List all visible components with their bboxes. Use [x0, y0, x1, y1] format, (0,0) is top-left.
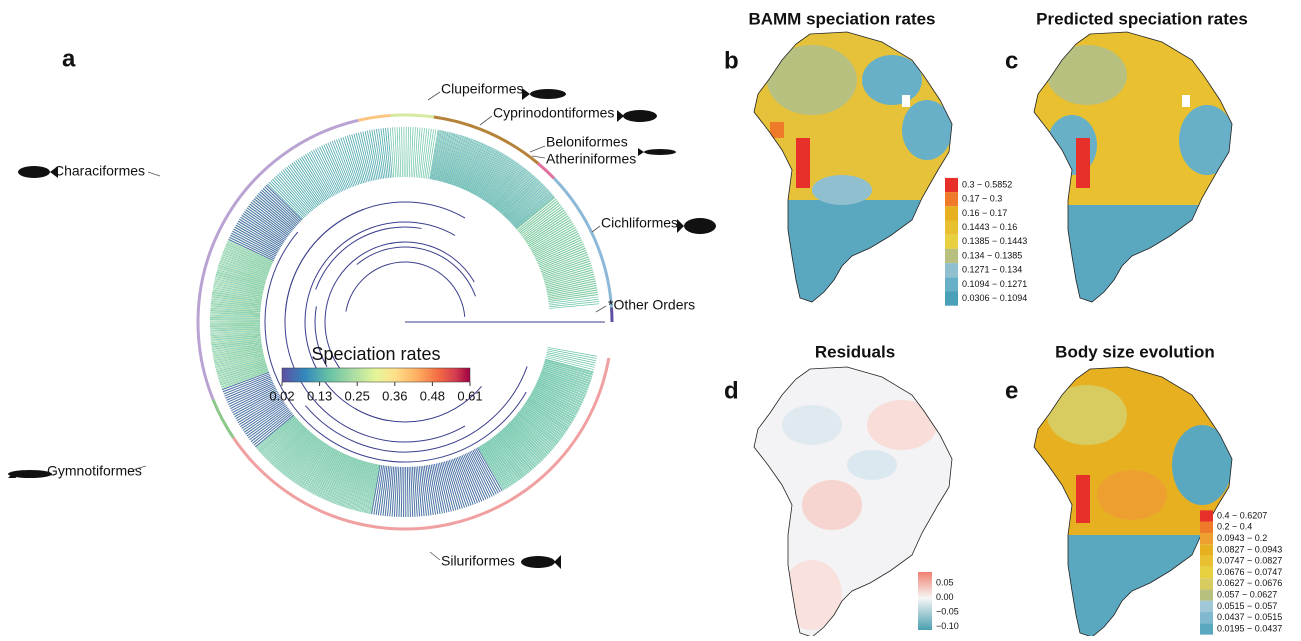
legend-swatch	[945, 277, 958, 291]
colorbar-tick-label: −0.10	[936, 621, 959, 631]
colorbar-tick-label: 0.36	[382, 388, 407, 403]
colorbar	[918, 572, 932, 630]
clade-label: Gymnotiformes	[47, 463, 142, 479]
legend-swatch	[945, 178, 958, 192]
legend-swatch	[1200, 510, 1213, 521]
legend-swatch	[1200, 522, 1213, 533]
branch	[357, 247, 476, 296]
colorbar-tick-label: 0.02	[269, 388, 294, 403]
legend-swatch	[945, 221, 958, 235]
clade-label: Siluriformes	[441, 553, 515, 569]
panel-letter: a	[62, 45, 76, 72]
legend-swatch	[1200, 533, 1213, 544]
panel-letter: e	[1005, 377, 1018, 404]
legend-label: 0.0827 − 0.0943	[1217, 544, 1282, 554]
legend-swatch	[945, 206, 958, 220]
panel-letter: d	[724, 377, 739, 404]
legend-label: 0.16 − 0.17	[962, 208, 1007, 218]
tip-band	[375, 469, 490, 492]
legend-label: 0.057 − 0.0627	[1217, 589, 1277, 599]
legend-swatch	[945, 249, 958, 263]
clade-label: Clupeiformes	[441, 81, 523, 97]
legend-label: 0.0437 − 0.0515	[1217, 612, 1282, 622]
legend-swatch	[1200, 612, 1213, 623]
legend-swatch	[1200, 601, 1213, 612]
legend-label: 0.0627 − 0.0676	[1217, 578, 1282, 588]
legend-swatch	[945, 263, 958, 277]
clade-ring	[358, 116, 390, 121]
legend-swatch	[1200, 567, 1213, 578]
legend-label: 0.1271 − 0.134	[962, 265, 1022, 275]
clade-label: *Other Orders	[608, 297, 695, 313]
colorbar-tick-label: 0.05	[936, 577, 954, 587]
legend-swatch	[945, 235, 958, 249]
clade-label: Beloniformes	[546, 134, 628, 150]
panel-title: Residuals	[815, 342, 895, 361]
legend-label: 0.0195 − 0.0437	[1217, 623, 1282, 633]
legend-label: 0.0943 − 0.2	[1217, 533, 1267, 543]
legend-label: 0.0515 − 0.057	[1217, 601, 1277, 611]
panel-letter: b	[724, 47, 739, 74]
colorbar-tick-label: 0.25	[345, 388, 370, 403]
colorbar-tick-label: 0.48	[420, 388, 445, 403]
legend-label: 0.2 − 0.4	[1217, 522, 1252, 532]
colorbar-tick-label: 0.61	[457, 388, 482, 403]
legend-label: 0.0676 − 0.0747	[1217, 567, 1282, 577]
clade-label: Cyprinodontiformes	[493, 105, 614, 121]
colorbar-ticks: 0.02 0.13 0.25 0.36 0.48 0.61	[269, 382, 482, 403]
map	[752, 30, 962, 310]
legend-swatch	[1200, 623, 1213, 634]
branch	[285, 209, 465, 442]
clade-ring	[391, 115, 434, 117]
map	[1032, 30, 1242, 310]
clade-label: Cichliformes	[601, 215, 678, 231]
legend-label: 0.1385 − 0.1443	[962, 236, 1027, 246]
legend-label: 0.0306 − 0.1094	[962, 293, 1027, 303]
legend-label: 0.17 − 0.3	[962, 194, 1002, 204]
legend-label: 0.0747 − 0.0827	[1217, 556, 1282, 566]
legend-label: 0.134 − 0.1385	[962, 250, 1022, 260]
legend-label: 0.1094 − 0.1271	[962, 279, 1027, 289]
colorbar-title: Speciation rates	[311, 344, 440, 364]
tip-band	[251, 202, 285, 250]
panel-title: Predicted speciation rates	[1036, 9, 1248, 28]
branch	[316, 227, 422, 290]
panel-title: Body size evolution	[1055, 342, 1215, 361]
legend-swatch	[945, 292, 958, 306]
legend-swatch	[1200, 578, 1213, 589]
colorbar-ticks: 0.05 0.00 −0.05 −0.10	[936, 577, 959, 631]
phylogeny	[198, 115, 612, 529]
legend: 0.4 − 0.6207 0.2 − 0.40.0943 − 0.20.0827 …	[1200, 510, 1282, 634]
legend-swatch	[1200, 589, 1213, 600]
colorbar-tick-label: −0.05	[936, 606, 959, 616]
colorbar-tick-label: 0.00	[936, 592, 954, 602]
clade-label: Characiformes	[54, 163, 145, 179]
figure: a Speciation rates 0.020.130.250.360.480…	[0, 0, 1301, 636]
clade-label: Atheriniformes	[546, 151, 636, 167]
legend-label: 0.4 − 0.6207	[1217, 510, 1267, 520]
branch	[285, 202, 465, 312]
legend-label: 0.1443 − 0.16	[962, 222, 1017, 232]
panel-letter: c	[1005, 47, 1018, 74]
legend-swatch	[1200, 544, 1213, 555]
legend-swatch	[945, 192, 958, 206]
legend-label: 0.3 − 0.5852	[962, 179, 1012, 189]
legend: 0.3 − 0.5852 0.17 − 0.3 0.16 − 0.17 0.1443 …	[945, 178, 1027, 306]
colorbar-tick-label: 0.13	[307, 388, 332, 403]
branch	[346, 262, 465, 317]
panel-title: BAMM speciation rates	[748, 9, 935, 28]
legend-swatch	[1200, 556, 1213, 567]
colorbar	[282, 368, 470, 382]
